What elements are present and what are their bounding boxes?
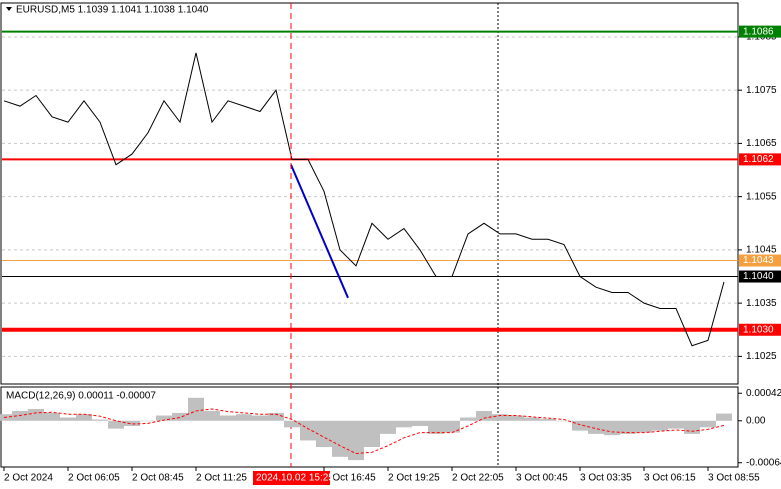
level-label: 1.1043 <box>743 255 774 266</box>
y-tick-label: 1.1075 <box>746 85 777 96</box>
level-label-box <box>739 254 781 267</box>
level-label: 1.1040 <box>743 271 774 282</box>
histogram-bar <box>380 420 396 434</box>
histogram-bar <box>620 420 636 434</box>
x-tick-label: 2 Oct 16:45 <box>324 473 376 484</box>
histogram-bar <box>460 417 476 421</box>
histogram-bar <box>556 420 572 422</box>
histogram-bar <box>716 413 732 421</box>
histogram-bar <box>636 420 652 433</box>
histogram-bar <box>188 397 204 421</box>
crosshair-label-box <box>253 471 330 485</box>
signal-line <box>3 408 725 455</box>
histogram-bar <box>652 420 668 431</box>
level-label-box <box>739 323 781 336</box>
x-tick-label: 2 Oct 2024 <box>4 473 53 484</box>
histogram-bar <box>220 415 236 421</box>
level-label-box <box>739 25 781 38</box>
histogram-bar <box>140 420 156 422</box>
x-tick-label: 3 Oct 06:15 <box>644 473 696 484</box>
macd-pane-frame <box>0 386 739 468</box>
histogram-bar <box>172 412 188 421</box>
histogram-bar <box>348 420 364 461</box>
histogram-bar <box>492 414 508 421</box>
x-tick-label: 3 Oct 00:45 <box>516 473 568 484</box>
x-tick-label: 2 Oct 22:05 <box>452 473 504 484</box>
histogram-bar <box>524 417 540 421</box>
histogram-bar <box>108 420 124 429</box>
histogram-bar <box>204 410 220 421</box>
histogram-bar <box>252 415 268 421</box>
level-label-box <box>739 153 781 166</box>
histogram-bar <box>572 420 588 431</box>
y-tick-label: 1.1045 <box>746 245 777 256</box>
level-label-box <box>739 270 781 283</box>
histogram-bar <box>28 408 44 421</box>
histogram-bar <box>396 420 412 428</box>
x-tick-label: 2 Oct 06:05 <box>68 473 120 484</box>
x-tick-label: 2 Oct 08:45 <box>132 473 184 484</box>
x-tick-label: 3 Oct 03:35 <box>580 473 632 484</box>
symbol-menu-icon <box>6 7 12 11</box>
histogram-bar <box>700 420 716 428</box>
histogram-bar <box>76 414 92 421</box>
y-tick-label: 1.1055 <box>746 191 777 202</box>
x-tick-label: 2 Oct 19:25 <box>388 473 440 484</box>
histogram-bar <box>44 412 60 421</box>
histogram-bar <box>92 419 108 421</box>
histogram-bar <box>268 412 284 421</box>
histogram-bar <box>540 418 556 421</box>
level-label: 1.1062 <box>743 154 774 165</box>
histogram-bar <box>300 420 316 441</box>
histogram-bar <box>124 420 140 427</box>
crosshair-label: 2024.10.02 15:25 <box>256 473 334 484</box>
indicator-title: MACD(12,26,9) 0.00011 -0.00007 <box>6 391 156 402</box>
histogram-bar <box>412 420 428 427</box>
y-tick-label: 1.1035 <box>746 298 777 309</box>
x-tick-label: 2 Oct 11:25 <box>196 473 247 484</box>
y-tick-label: 1.1065 <box>746 138 777 149</box>
histogram-bar <box>236 414 252 421</box>
trend-line <box>290 164 349 299</box>
y-tick-label: 1.1025 <box>746 351 777 362</box>
histogram-bar <box>588 420 604 434</box>
histogram-bar <box>684 420 700 434</box>
y-tick-label: 0.00 <box>746 415 766 426</box>
histogram-bar <box>508 415 524 421</box>
histogram-bar <box>156 415 172 421</box>
chart-title: EURUSD,M5 1.1039 1.1041 1.1038 1.1040 <box>16 5 209 16</box>
x-tick-label: 3 Oct 08:55 <box>708 473 760 484</box>
histogram-bar <box>428 420 444 434</box>
price-line <box>3 52 725 347</box>
histogram-bar <box>332 420 348 457</box>
histogram-bar <box>604 420 620 436</box>
histogram-bar <box>284 420 300 428</box>
level-label: 1.1030 <box>743 324 774 335</box>
y-tick-label: -0.00064 <box>746 457 781 468</box>
histogram-bar <box>444 420 460 433</box>
histogram-bar <box>316 420 332 447</box>
price-pane-frame <box>0 2 739 385</box>
level-label: 1.1086 <box>743 26 774 37</box>
y-tick-label: 0.00042 <box>746 388 781 399</box>
histogram-bar <box>476 410 492 421</box>
histogram-bar <box>668 420 684 429</box>
histogram-bar <box>60 417 76 421</box>
histogram-bar <box>364 420 380 447</box>
